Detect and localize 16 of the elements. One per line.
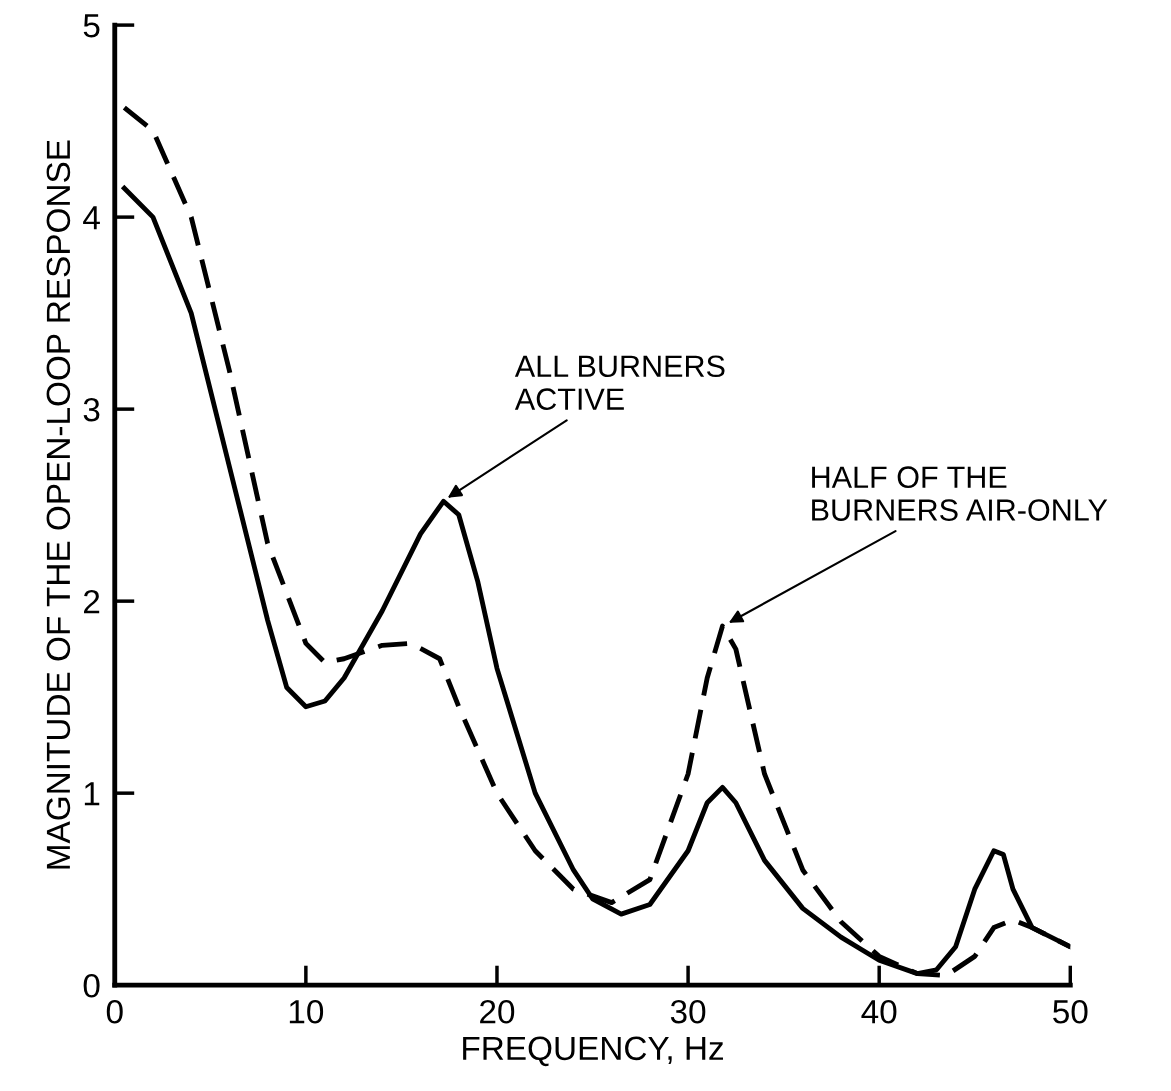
annotation: ALL BURNERS ACTIVE bbox=[514, 355, 725, 410]
x-tick-label: 0 bbox=[106, 999, 123, 1024]
x-tick-label: 30 bbox=[670, 999, 706, 1024]
x-axis-title: FREQUENCY, Hz bbox=[463, 1036, 723, 1067]
y-tick-label: 5 bbox=[83, 14, 100, 38]
y-axis-title: MAGNITUDE OF THE OPEN-LOOP RESPONSE bbox=[46, 140, 71, 869]
x-tick-label: 20 bbox=[480, 999, 515, 1024]
x-tick-label: 50 bbox=[1053, 999, 1088, 1024]
x-tick-label: 40 bbox=[861, 999, 897, 1024]
y-tick-label: 2 bbox=[84, 589, 100, 614]
x-tick-label: 10 bbox=[289, 999, 324, 1024]
y-tick-label: 0 bbox=[83, 973, 100, 998]
y-tick-label: 4 bbox=[83, 206, 100, 230]
y-tick-label: 3 bbox=[83, 397, 100, 422]
y-tick-label: 1 bbox=[84, 782, 100, 806]
annotation: HALF OF THE BURNERS AIR-ONLY bbox=[812, 466, 1108, 521]
